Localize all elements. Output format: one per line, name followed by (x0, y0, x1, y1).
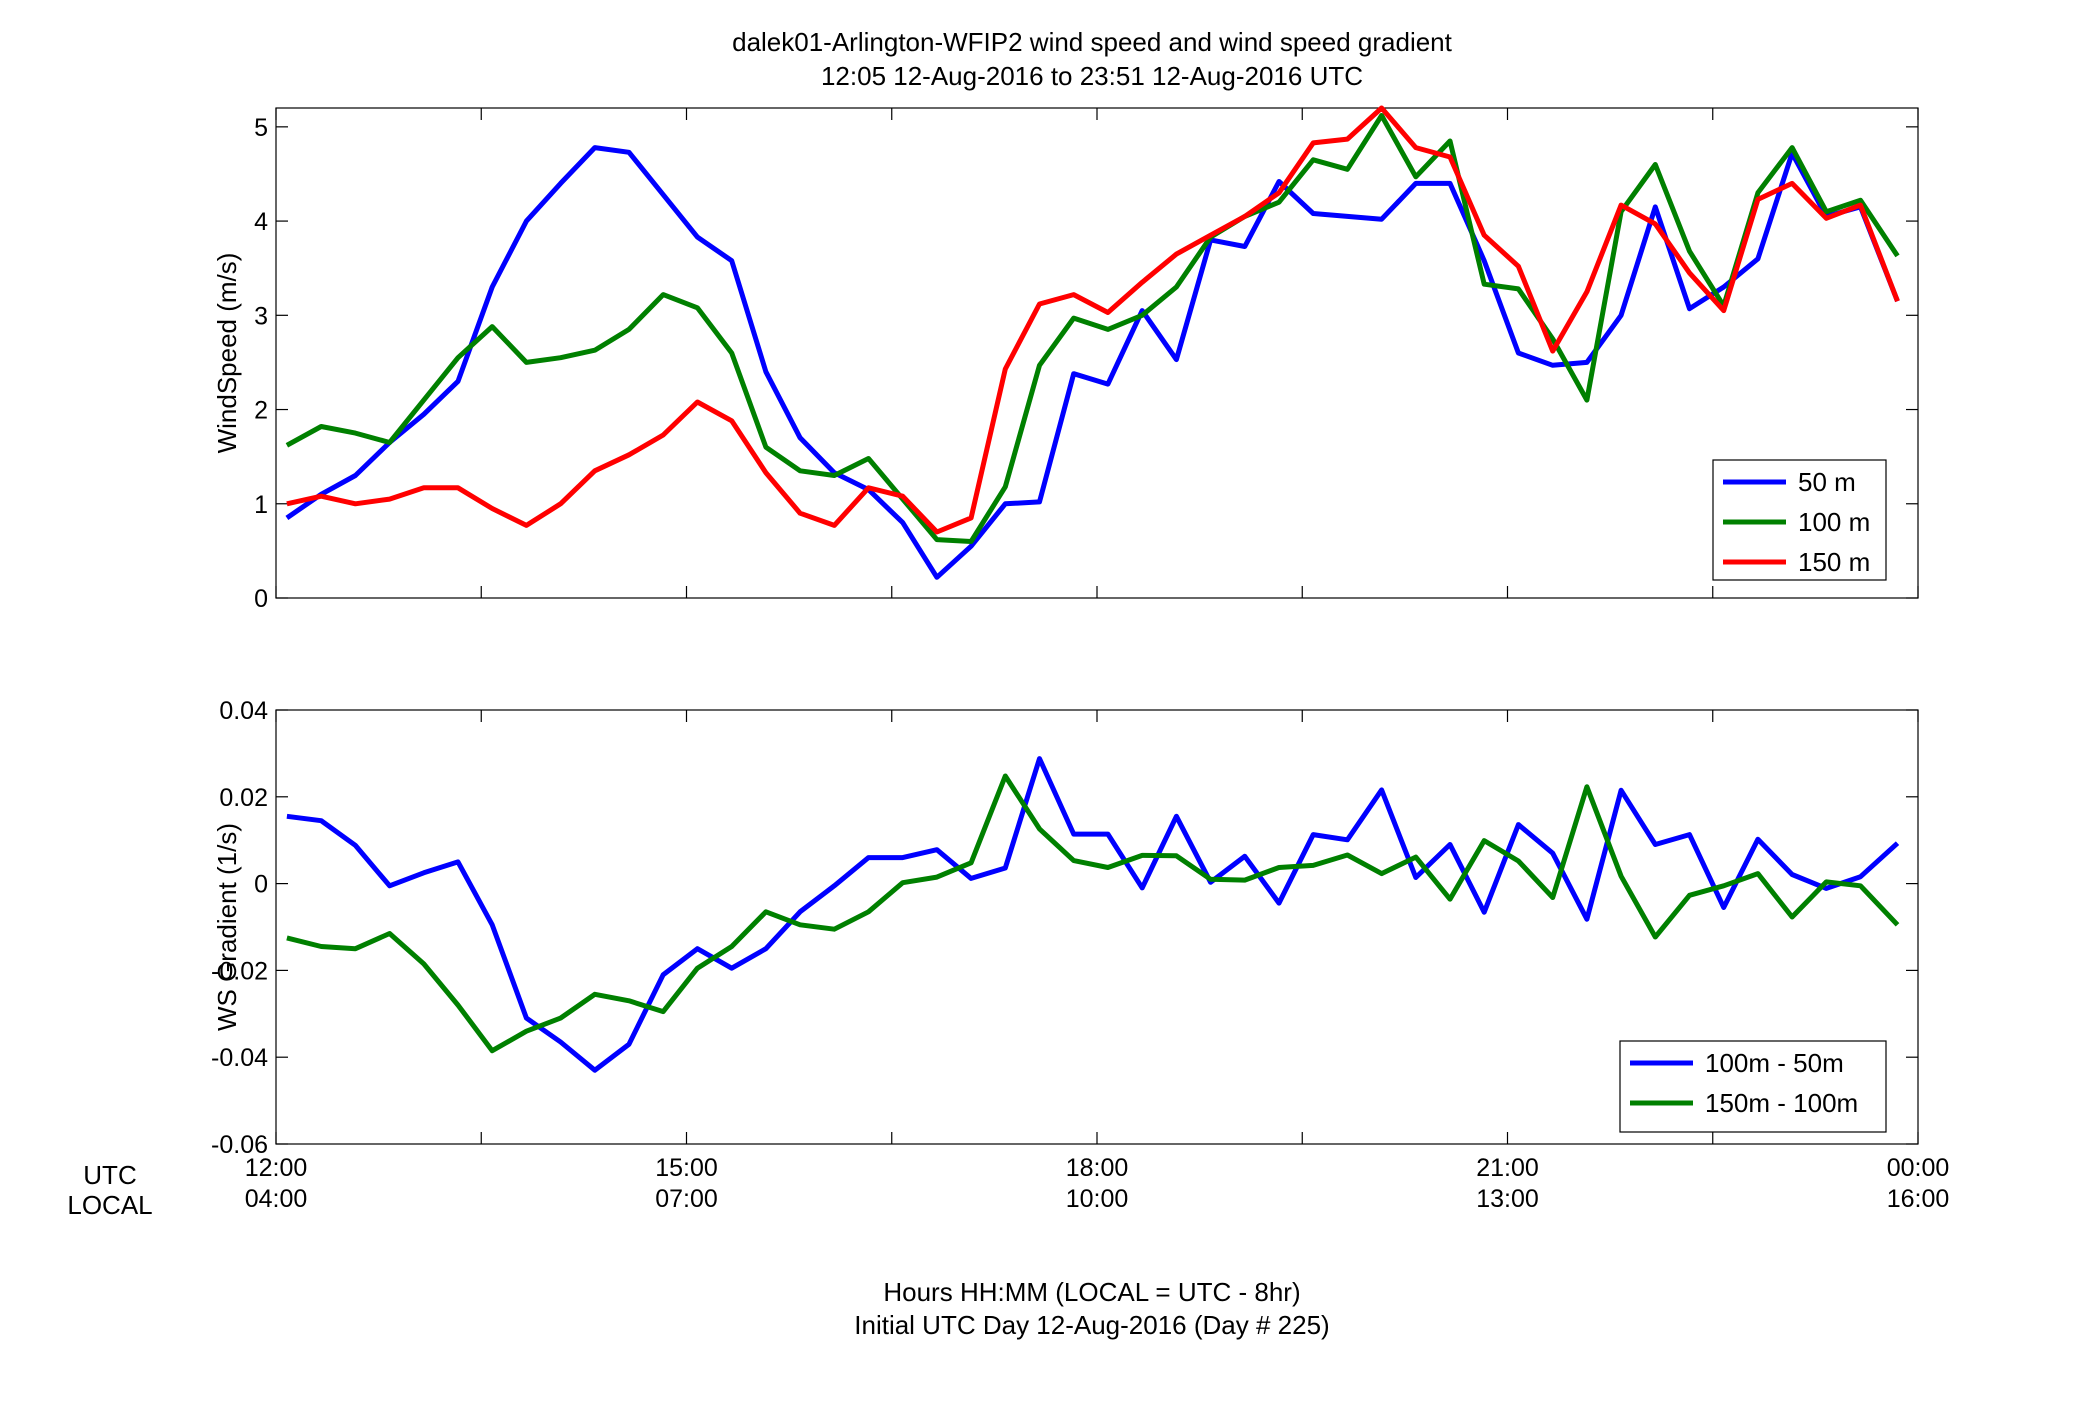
x-tick-label-utc: 00:00 (1887, 1154, 1950, 1182)
y-tick-label: -0.04 (211, 1044, 268, 1072)
y-tick-label: 0 (254, 871, 268, 899)
x-tick-label-local: 07:00 (655, 1185, 718, 1213)
legend-label: 100m - 50m (1705, 1048, 1844, 1078)
series-line (286, 773, 1900, 1054)
series-line (285, 113, 1900, 544)
y-tick-label: 2 (254, 397, 268, 425)
y-tick-label: 1 (254, 491, 268, 519)
series-line (285, 145, 1900, 580)
legend-label: 50 m (1798, 467, 1856, 497)
windspeed-panel: 0 1 2 3 4 5 WindSpeed (m/s) 50 m 100 m 150 m (212, 105, 1919, 613)
x-tick-label-local: 13:00 (1476, 1185, 1539, 1213)
y-tick-label: -0.06 (211, 1131, 268, 1159)
y-tick-label: 5 (254, 114, 268, 142)
x-tick-label-utc: 18:00 (1066, 1154, 1129, 1182)
x-axis-label-line1: Hours HH:MM (LOCAL = UTC - 8hr) (883, 1277, 1300, 1307)
legend: 100m - 50m 150m - 100m (1619, 1040, 1887, 1133)
x-tick-label-local: 10:00 (1066, 1185, 1129, 1213)
y-axis-label: WS Gradient (1/s) (212, 823, 242, 1031)
chart-title: dalek01-Arlington-WFIP2 wind speed and w… (732, 27, 1453, 57)
y-tick-label: 0.02 (219, 784, 268, 812)
chart-subtitle: 12:05 12-Aug-2016 to 23:51 12-Aug-2016 U… (821, 61, 1363, 91)
series-line (286, 756, 1900, 1073)
x-tick-label-utc: 12:00 (245, 1154, 308, 1182)
legend-label: 150 m (1798, 547, 1870, 577)
local-row-label: LOCAL (67, 1190, 152, 1220)
y-tick-label: 0.04 (219, 697, 268, 725)
gradient-panel: -0.06 -0.04 -0.02 0 0.02 0.04 WS Gradient (1/s… (211, 697, 1919, 1159)
y-tick-label: 0 (254, 585, 268, 613)
x-tick-label-utc: 15:00 (655, 1154, 718, 1182)
legend: 50 m 100 m 150 m (1712, 459, 1887, 581)
y-tick-label: -0.02 (211, 957, 268, 985)
legend-label: 100 m (1798, 507, 1870, 537)
y-tick-label: 4 (254, 208, 268, 236)
legend-label: 150m - 100m (1705, 1088, 1858, 1118)
series-line (286, 105, 1900, 535)
x-tick-label-local: 04:00 (245, 1185, 308, 1213)
x-tick-label-utc: 21:00 (1476, 1154, 1539, 1182)
x-tick-label-local: 16:00 (1887, 1185, 1950, 1213)
legend-box (1619, 1040, 1887, 1133)
y-tick-label: 3 (254, 302, 268, 330)
x-axis-tick-labels: 12:00 04:00 15:00 07:00 18:00 10:00 21:00 13:00… (245, 1154, 1950, 1213)
utc-row-label: UTC (83, 1160, 136, 1190)
x-axis-label-line2: Initial UTC Day 12-Aug-2016 (Day # 225) (854, 1310, 1329, 1340)
y-axis-label: WindSpeed (m/s) (212, 253, 242, 454)
